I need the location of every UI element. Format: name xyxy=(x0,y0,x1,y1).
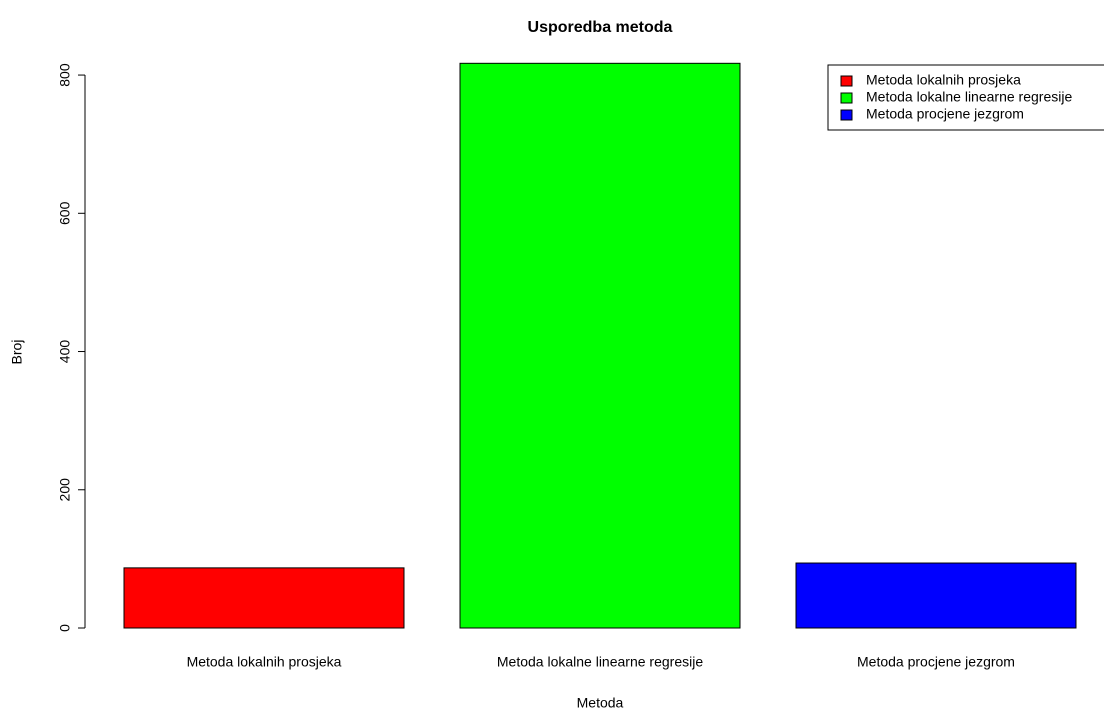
x-tick-label: Metoda lokalne linearne regresije xyxy=(497,654,703,670)
chart-title: Usporedba metoda xyxy=(528,19,673,36)
x-tick-label: Metoda lokalnih prosjeka xyxy=(187,654,342,670)
legend-swatch xyxy=(840,92,853,104)
bar xyxy=(795,562,1077,629)
y-axis-label: Broj xyxy=(9,340,25,365)
x-tick-label: Metoda procjene jezgrom xyxy=(857,654,1015,670)
y-tick-label: 400 xyxy=(57,340,73,364)
y-tick-label: 600 xyxy=(57,201,73,225)
legend-swatch xyxy=(840,109,853,121)
x-axis-label: Metoda xyxy=(577,695,624,711)
bar xyxy=(123,567,405,629)
legend-label: Metoda lokalne linearne regresije xyxy=(866,89,1072,105)
legend-swatch xyxy=(840,75,853,87)
y-tick-label: 800 xyxy=(57,63,73,87)
legend-label: Metoda procjene jezgrom xyxy=(866,106,1024,122)
legend-label: Metoda lokalnih prosjeka xyxy=(866,72,1021,88)
legend-box xyxy=(827,64,1104,131)
y-tick-label: 0 xyxy=(57,624,73,632)
y-tick-label: 200 xyxy=(57,478,73,502)
bar xyxy=(459,62,741,629)
